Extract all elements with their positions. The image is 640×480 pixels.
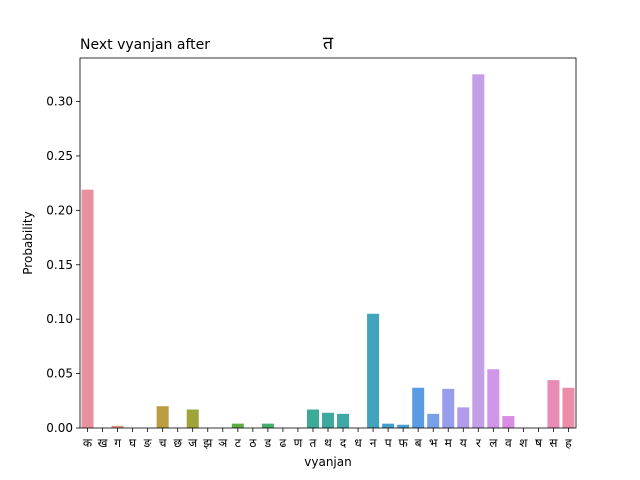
y-axis-ticks: 0.00 0.05 0.10 0.15 0.20 0.25 0.30	[46, 95, 80, 435]
plot-frame	[79, 57, 577, 429]
bar-7	[186, 409, 199, 428]
x-tick-label-28: व	[505, 436, 512, 450]
x-tick-label-27: ल	[489, 436, 498, 450]
x-tick-label-10: ट	[235, 436, 242, 450]
x-tick-label-21: फ	[399, 436, 409, 450]
bar-16	[321, 412, 335, 428]
bar-32	[562, 387, 575, 428]
bar-25	[457, 407, 470, 428]
x-tick-label-3: घ	[129, 436, 137, 450]
bar-23	[427, 413, 440, 428]
bar-28	[502, 416, 515, 428]
bar-17	[337, 413, 350, 428]
x-tick-label-30: ष	[535, 436, 543, 450]
x-tick-label-22: ब	[415, 436, 423, 450]
x-tick-label-0: क	[83, 436, 93, 450]
bar-19	[367, 313, 380, 428]
x-tick-label-4: ङ	[143, 436, 152, 450]
chart-title-char: त	[323, 33, 334, 54]
x-tick-label-17: द	[340, 436, 347, 450]
bar-24	[442, 388, 455, 428]
bar-27	[487, 369, 500, 428]
x-tick-label-23: भ	[429, 436, 438, 450]
x-tick-label-19: न	[370, 436, 377, 450]
y-tick-label-5: 0.25	[46, 149, 73, 163]
x-tick-label-7: ज	[188, 436, 198, 450]
y-tick-label-1: 0.05	[46, 367, 73, 381]
bar-5	[156, 406, 169, 428]
bars-group	[81, 74, 575, 428]
bar-26	[472, 74, 485, 428]
x-tick-label-11: ठ	[249, 436, 257, 450]
x-tick-label-32: ह	[565, 436, 572, 450]
y-tick-label-4: 0.20	[46, 203, 73, 217]
bar-22	[412, 387, 425, 428]
bar-15	[306, 409, 319, 428]
y-tick-label-6: 0.30	[46, 95, 73, 109]
x-tick-label-29: श	[519, 436, 528, 450]
x-tick-label-13: ढ	[280, 436, 287, 450]
chart-title: Next vyanjan after	[80, 37, 210, 53]
x-tick-label-26: र	[476, 436, 482, 450]
bar-0	[81, 189, 94, 428]
x-tick-label-1: ख	[98, 436, 108, 450]
x-tick-label-15: त	[310, 436, 318, 450]
x-tick-label-8: झ	[203, 436, 213, 450]
x-tick-label-12: ड	[264, 436, 272, 450]
x-tick-label-25: य	[460, 436, 468, 450]
x-tick-label-5: च	[159, 436, 167, 450]
bar-10	[231, 423, 244, 428]
x-tick-label-6: छ	[173, 436, 182, 450]
bar-2	[111, 425, 124, 428]
x-tick-label-14: ण	[294, 436, 303, 450]
x-tick-label-16: थ	[324, 436, 332, 450]
x-tick-label-20: प	[385, 436, 392, 450]
x-tick-label-31: स	[549, 436, 558, 450]
x-tick-label-18: ध	[354, 436, 362, 450]
bar-20	[382, 423, 395, 428]
bar-31	[547, 380, 560, 428]
x-tick-label-2: ग	[114, 436, 121, 450]
y-axis-label: Probability	[21, 211, 35, 274]
x-tick-label-9: ञ	[218, 436, 228, 450]
x-tick-label-24: म	[445, 436, 453, 450]
x-axis-label: vyanjan	[304, 455, 351, 469]
bar-21	[397, 424, 410, 428]
bar-12	[261, 423, 274, 428]
y-tick-label-2: 0.10	[46, 312, 73, 326]
y-tick-label-3: 0.15	[46, 258, 73, 272]
y-tick-label-0: 0.00	[46, 421, 73, 435]
